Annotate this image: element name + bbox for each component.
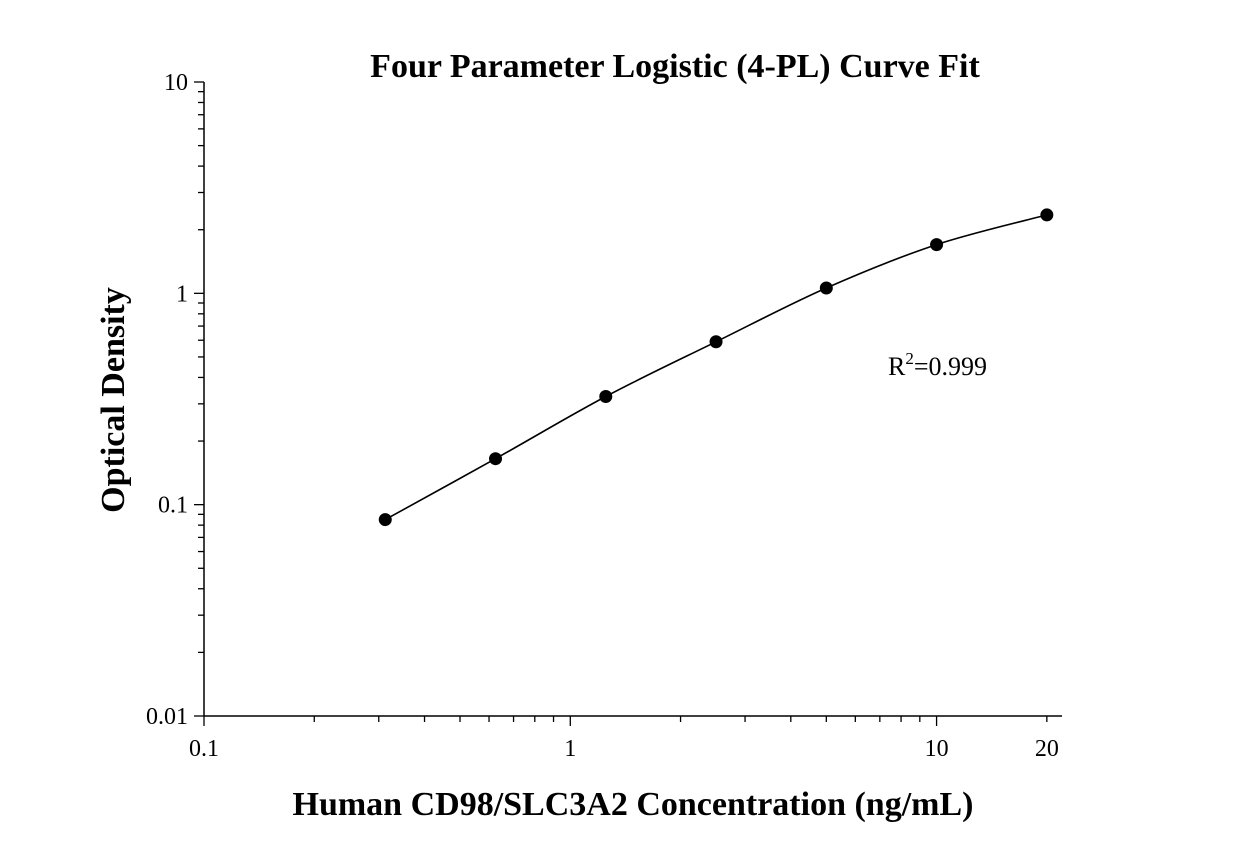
data-point — [1040, 208, 1054, 222]
r-squared-value: =0.999 — [914, 352, 987, 381]
y-axis-label: Optical Density — [95, 287, 132, 513]
y-tick-label: 1 — [176, 281, 188, 307]
y-axis-ticks: 0.01 0.1 1 10 — [146, 70, 204, 730]
y-tick-label: 0.01 — [146, 704, 188, 730]
data-point — [489, 452, 503, 466]
chart-title: Four Parameter Logistic (4-PL) Curve Fit — [370, 48, 980, 85]
data-point — [709, 335, 723, 349]
x-axis-ticks: 0.1 1 10 20 — [189, 716, 1059, 762]
data-point — [599, 389, 613, 403]
y-tick-label: 0.1 — [158, 493, 188, 519]
x-axis-label: Human CD98/SLC3A2 Concentration (ng/mL) — [293, 786, 974, 823]
r-squared-superscript: 2 — [905, 349, 914, 368]
data-point — [930, 238, 944, 252]
plot-axes — [203, 82, 1062, 717]
r-squared-annotation: R2=0.999 — [888, 349, 987, 381]
data-point — [819, 281, 833, 295]
x-tick-label: 1 — [564, 736, 576, 762]
r-squared-base: R — [888, 352, 906, 381]
data-points — [378, 208, 1054, 527]
x-tick-label: 0.1 — [189, 736, 219, 762]
data-point — [378, 513, 392, 527]
x-tick-label: 20 — [1035, 736, 1059, 762]
x-tick-label: 10 — [925, 736, 949, 762]
y-tick-label: 10 — [164, 70, 188, 96]
